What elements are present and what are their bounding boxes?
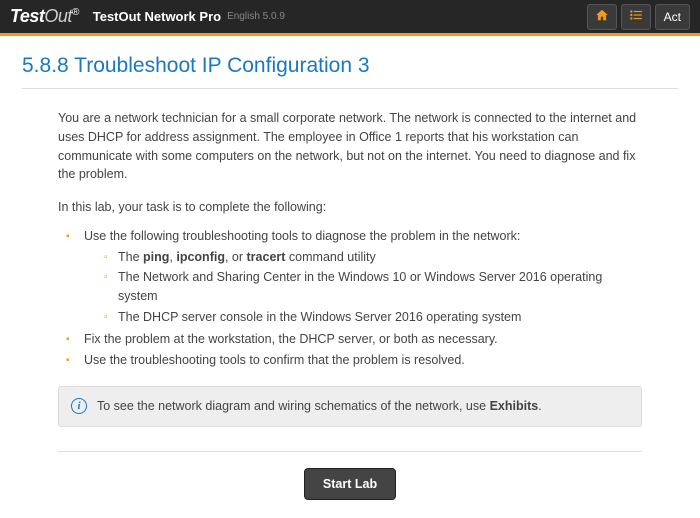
header-actions: Act	[587, 4, 690, 30]
list-item: Use the following troubleshooting tools …	[80, 227, 642, 327]
product-version: English 5.0.9	[227, 11, 285, 22]
logo-test: Test	[10, 6, 44, 26]
logo-out: Out	[44, 6, 72, 26]
page-content: 5.8.8 Troubleshoot IP Configuration 3 Yo…	[0, 36, 700, 518]
info-box: i To see the network diagram and wiring …	[58, 386, 642, 427]
task-list: Use the following troubleshooting tools …	[58, 227, 642, 370]
start-row: Start Lab	[22, 468, 678, 500]
intro-paragraph: You are a network technician for a small…	[58, 109, 642, 184]
list-item: Fix the problem at the workstation, the …	[80, 330, 642, 349]
list-item: The Network and Sharing Center in the Wi…	[118, 268, 642, 306]
lab-description: You are a network technician for a small…	[22, 109, 678, 427]
list-button[interactable]	[621, 4, 651, 30]
list-item: The DHCP server console in the Windows S…	[118, 308, 642, 327]
divider	[58, 451, 642, 452]
list-item: Use the troubleshooting tools to confirm…	[80, 351, 642, 370]
list-item: The ping, ipconfig, or tracert command u…	[118, 248, 642, 267]
start-lab-button[interactable]: Start Lab	[304, 468, 396, 500]
divider	[22, 88, 678, 89]
product-name: TestOut Network Pro	[93, 9, 221, 24]
app-header: TestOut® TestOut Network Pro English 5.0…	[0, 0, 700, 36]
logo: TestOut®	[10, 6, 79, 27]
sub-list: The ping, ipconfig, or tracert command u…	[84, 248, 642, 327]
task-intro: In this lab, your task is to complete th…	[58, 198, 642, 217]
home-icon	[595, 8, 609, 25]
home-button[interactable]	[587, 4, 617, 30]
info-icon: i	[71, 398, 87, 414]
actions-label: Act	[664, 10, 681, 24]
info-text: To see the network diagram and wiring sc…	[97, 397, 542, 416]
list-icon	[629, 8, 643, 25]
page-title: 5.8.8 Troubleshoot IP Configuration 3	[22, 54, 678, 78]
actions-button[interactable]: Act	[655, 4, 690, 30]
task-text: Use the following troubleshooting tools …	[84, 229, 520, 243]
